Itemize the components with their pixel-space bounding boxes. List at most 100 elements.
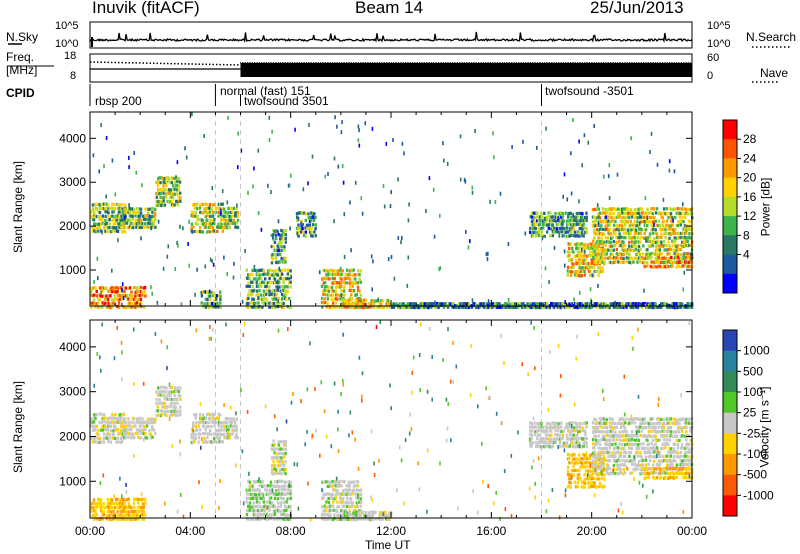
echo-cell (636, 252, 639, 256)
echo-cell (601, 242, 604, 246)
echo-cell (152, 214, 155, 218)
echo-cell (229, 210, 233, 215)
echo-cell (330, 285, 334, 289)
noise-echo (584, 249, 586, 254)
echo-cell (545, 429, 549, 433)
echo-cell (682, 220, 685, 224)
echo-cell (551, 444, 554, 448)
echo-cell (582, 452, 585, 456)
echo-cell (156, 199, 160, 203)
echo-cell (607, 443, 610, 447)
noise-echo (390, 190, 392, 195)
echo-cell (679, 236, 683, 240)
echo-cell (624, 223, 627, 227)
echo-cell (169, 405, 172, 409)
echo-cell (485, 305, 489, 310)
echo-cell (575, 461, 578, 465)
echo-cell (646, 211, 649, 215)
echo-cell (358, 500, 361, 504)
echo-cell (589, 262, 592, 266)
echo-cell (134, 517, 137, 521)
echo-cell (480, 302, 483, 306)
echo-cell (208, 440, 212, 444)
echo-cell (578, 429, 581, 434)
echo-cell (343, 280, 346, 284)
echo-cell (561, 226, 564, 230)
echo-cell (172, 192, 175, 196)
echo-cell (623, 207, 627, 211)
echo-cell (220, 439, 223, 444)
echo-cell (600, 453, 603, 457)
echo-cell (252, 488, 256, 492)
echo-cell (155, 413, 158, 418)
echo-cell (336, 517, 339, 521)
echo-cell (231, 420, 234, 424)
echo-cell (276, 459, 279, 463)
echo-cell (650, 260, 653, 264)
echo-cell (682, 240, 685, 244)
echo-cell (667, 227, 670, 231)
echo-cell (270, 269, 274, 273)
echo-cell (571, 265, 574, 269)
echo-cell (217, 416, 220, 420)
echo-cell (132, 294, 136, 298)
echo-cell (593, 262, 596, 266)
noise-echo (371, 126, 374, 131)
echo-cell (574, 441, 577, 445)
echo-cell (157, 386, 160, 390)
echo-cell (600, 471, 603, 475)
noise-echo (403, 151, 405, 156)
echo-cell (95, 289, 98, 294)
echo-cell (260, 284, 263, 289)
echo-cell (378, 511, 381, 515)
echo-cell (445, 303, 448, 307)
echo-cell (330, 293, 333, 297)
echo-cell (614, 256, 617, 260)
echo-cell (539, 302, 542, 306)
echo-cell (248, 277, 251, 281)
echo-cell (160, 200, 164, 204)
noise-echo (566, 197, 569, 202)
echo-cell (255, 500, 259, 504)
echo-cell (322, 281, 325, 285)
echo-cell (93, 229, 96, 233)
echo-cell (271, 305, 274, 309)
echo-cell (273, 248, 276, 252)
echo-cell (166, 180, 169, 184)
echo-cell (353, 306, 356, 310)
echo-cell (385, 514, 388, 518)
echo-cell (103, 226, 106, 230)
echo-cell (642, 252, 645, 256)
echo-cell (644, 220, 648, 224)
echo-cell (90, 305, 93, 309)
echo-cell (583, 258, 586, 262)
echo-cell (140, 301, 143, 305)
noise-echo (336, 124, 338, 129)
noise-echo (150, 226, 153, 231)
echo-cell (348, 484, 352, 488)
echo-cell (97, 497, 100, 501)
echo-cell (138, 221, 141, 225)
noise-echo (354, 180, 357, 185)
noise-echo (372, 259, 374, 264)
echo-cell (374, 517, 377, 521)
echo-cell (585, 211, 588, 215)
noise-echo (673, 169, 676, 174)
echo-cell (343, 285, 346, 289)
echo-cell (592, 442, 595, 446)
echo-cell (206, 432, 209, 436)
echo-cell (273, 305, 277, 309)
echo-cell (385, 517, 389, 521)
noise-echo (649, 150, 651, 154)
echo-cell (135, 513, 139, 518)
echo-cell (347, 273, 350, 277)
echo-cell (308, 219, 312, 223)
echo-cell (658, 252, 662, 256)
noise-echo (608, 196, 611, 200)
echo-cell (102, 432, 106, 436)
echo-cell (144, 214, 147, 218)
echo-cell (297, 211, 300, 215)
echo-cell (683, 216, 687, 220)
echo-cell (344, 272, 347, 277)
echo-cell (587, 305, 591, 310)
